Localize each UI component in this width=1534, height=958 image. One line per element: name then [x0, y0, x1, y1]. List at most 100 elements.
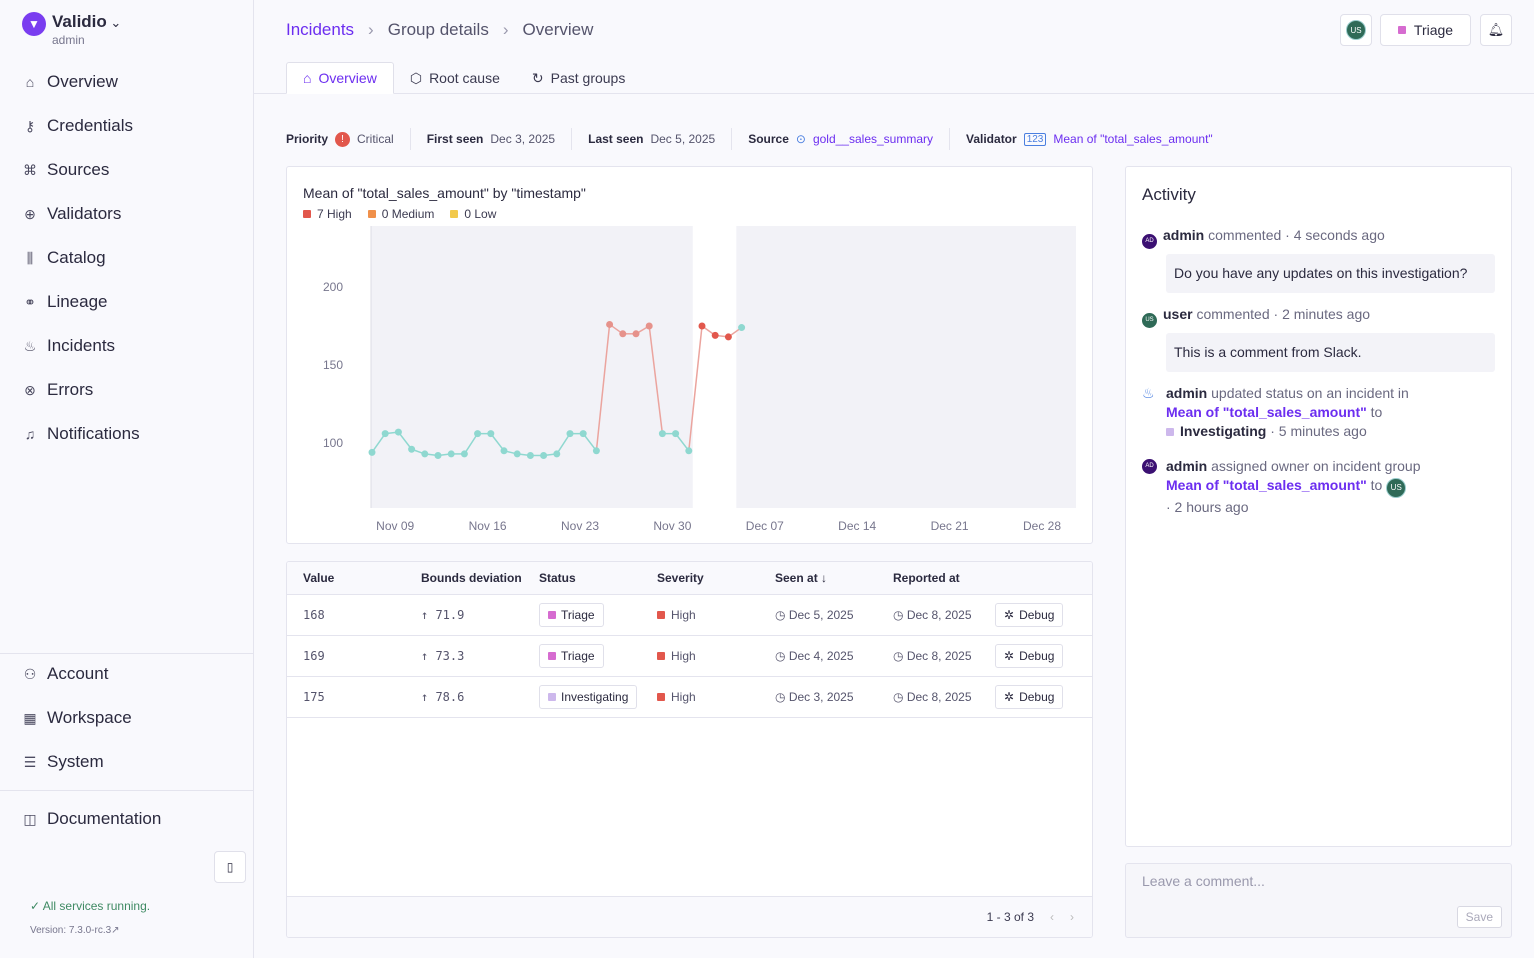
reported-at-value: Dec 8, 2025 [906, 648, 972, 663]
validator-link[interactable]: Mean of "total_sales_amount" [1053, 132, 1213, 146]
table-header: Value Bounds deviation Status Severity Seen … [287, 562, 1092, 595]
validator-link[interactable]: Mean of "total_sales_amount" [1166, 404, 1367, 420]
activity-panel: Activity AD admin commented · 4 seconds a… [1125, 166, 1512, 847]
save-comment-button[interactable]: Save [1456, 906, 1502, 928]
breadcrumb-group-details[interactable]: Group details [387, 20, 489, 39]
sidebar-item-label: Documentation [47, 809, 162, 828]
series-segment [397, 431, 413, 450]
activity-time: · 2 minutes ago [1273, 306, 1371, 322]
status-dropdown[interactable]: Triage [1380, 14, 1471, 46]
deviation-cell: ↑ 78.6 [405, 676, 523, 718]
sidebar-item-lineage[interactable]: ⚭ Lineage [0, 280, 253, 324]
data-point [672, 430, 680, 438]
notifications-button[interactable]: 🔔︎ [1480, 14, 1512, 46]
data-point [447, 450, 455, 458]
series-segment [675, 433, 690, 452]
next-page-button[interactable]: › [1070, 910, 1074, 924]
incidents-table-card: Value Bounds deviation Status Severity Seen … [286, 561, 1093, 938]
debug-button[interactable]: ✲ Debug [995, 643, 1064, 668]
sidebar-item-system[interactable]: ☰ System [0, 740, 253, 784]
debug-label: Debug [1019, 689, 1055, 704]
sidebar-item-errors[interactable]: ⊗ Errors [0, 368, 253, 412]
legend-swatch [367, 210, 376, 218]
sidebar-item-sources[interactable]: ⌘ Sources [0, 148, 253, 192]
data-point [408, 445, 416, 453]
catalog-icon: ⫼ [26, 249, 34, 266]
status-dropdown[interactable]: Triage [539, 602, 604, 627]
sidebar-item-credentials[interactable]: ⚷ Credentials [0, 104, 253, 148]
activity-item: US user commented · 2 minutes ago This is… [1142, 305, 1495, 372]
data-point [526, 451, 534, 459]
data-point [738, 324, 746, 332]
column-header[interactable]: Seen at ↓ [759, 562, 877, 595]
status-cell: Triage [523, 635, 641, 677]
topbar: Incidents › Group details › Overview US Tr… [254, 0, 1534, 94]
anomaly-point [645, 322, 653, 330]
clock-icon: ◷ [775, 648, 789, 663]
validio-logo: ▼ [22, 12, 46, 36]
table-row[interactable]: 175 ↑ 78.6 Investigating High ◷ Dec 3, 2… [287, 676, 1092, 718]
sidebar-item-workspace[interactable]: ▦ Workspace [0, 696, 253, 740]
comment-input[interactable]: Leave a comment... Save [1125, 863, 1512, 938]
table-row[interactable]: 169 ↑ 73.3 Triage High ◷ Dec 4, 2025 ◷ D… [287, 635, 1092, 677]
forecast-region [736, 226, 1076, 508]
table-row[interactable]: 168 ↑ 71.9 Triage High ◷ Dec 5, 2025 ◷ D… [287, 594, 1092, 636]
main-nav: ⌂ Overview ⚷ Credentials ⌘ Sources ⊕ Validators… [0, 60, 253, 456]
sidebar-item-notifications[interactable]: ♫ Notifications [0, 412, 253, 456]
x-tick-label: Nov 23 [561, 519, 599, 533]
data-point [553, 450, 561, 458]
sidebar-item-label: Credentials [47, 116, 133, 135]
activity-verb: commented [1196, 306, 1270, 322]
building-icon: ▦ [23, 709, 37, 726]
tab-overview[interactable]: ⌂ Overview [286, 62, 394, 94]
divider [0, 790, 253, 791]
lineage-icon: ⚭ [24, 293, 36, 310]
sidebar-item-label: System [47, 752, 104, 771]
sidebar-item-documentation[interactable]: ◫ Documentation [0, 797, 253, 841]
owner-avatar-button[interactable]: US [1340, 14, 1372, 46]
sidebar-item-validators[interactable]: ⊕ Validators [0, 192, 253, 236]
severity-label: High [671, 689, 696, 704]
tab-root-cause[interactable]: ⬡ Root cause [394, 62, 516, 94]
series-segment [688, 325, 703, 451]
data-point [368, 448, 376, 456]
version-link[interactable]: Version: 7.3.0-rc.3↗ [30, 925, 120, 936]
status-label: Triage [1413, 22, 1454, 38]
reported-at-cell: ◷ Dec 8, 2025 [877, 676, 995, 718]
debug-button[interactable]: ✲ Debug [995, 602, 1064, 627]
server-icon: ☰ [23, 753, 37, 770]
validator-link[interactable]: Mean of "total_sales_amount" [1166, 477, 1367, 493]
tab-past-groups[interactable]: ↻ Past groups [516, 62, 641, 94]
sidebar-item-overview[interactable]: ⌂ Overview [0, 60, 253, 104]
seen-at-value: Dec 4, 2025 [788, 648, 854, 663]
workspace-switcher[interactable]: ▼ Validio ⌄ admin [22, 12, 121, 47]
collapse-sidebar-button[interactable]: ▯ [214, 851, 246, 883]
value-cell: 168 [287, 594, 405, 636]
sidebar-item-incidents[interactable]: ♨ Incidents [0, 324, 253, 368]
column-header-actions [995, 562, 1092, 595]
status-dropdown[interactable]: Investigating [539, 684, 638, 709]
reported-at-cell: ◷ Dec 8, 2025 [877, 635, 995, 677]
numeric-validator-icon: 123 [1023, 132, 1047, 146]
sidebar-item-catalog[interactable]: ⫼ Catalog [0, 236, 253, 280]
status-color-icon [1397, 26, 1406, 34]
debug-button[interactable]: ✲ Debug [995, 684, 1064, 709]
column-header: Status [523, 562, 641, 595]
y-tick-label: 100 [323, 436, 343, 450]
severity-cell: High [641, 676, 759, 718]
activity-to: to [1370, 477, 1383, 493]
sidebar-item-account[interactable]: ⚇ Account [0, 652, 253, 696]
arrow-up-icon: ↑ [421, 648, 436, 663]
source-link[interactable]: gold__sales_summary [812, 132, 933, 146]
status-dropdown[interactable]: Triage [539, 643, 604, 668]
prev-page-button[interactable]: ‹ [1050, 910, 1054, 924]
breadcrumb-incidents[interactable]: Incidents [286, 20, 355, 39]
cube-icon: ⬡ [409, 69, 423, 86]
avatar: AD [1142, 234, 1157, 249]
legend-label: 7 High [317, 207, 352, 221]
validator-label: Validator [966, 132, 1017, 146]
clock-icon: ◷ [775, 607, 789, 622]
deviation-cell: ↑ 73.3 [405, 635, 523, 677]
data-point [566, 430, 574, 438]
activity-to: to [1370, 404, 1383, 420]
